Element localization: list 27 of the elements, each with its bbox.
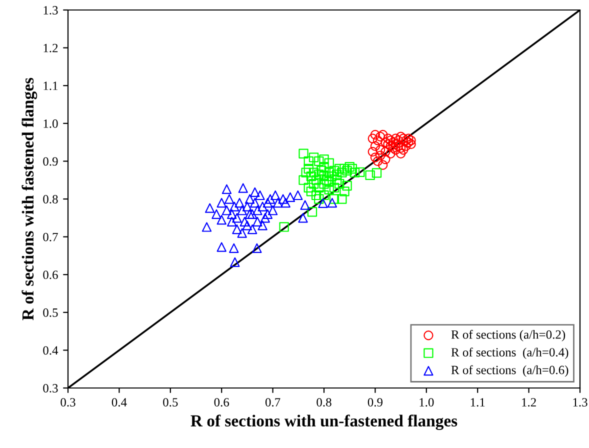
y-tick-label: 1.1 — [44, 82, 58, 90]
y-tick-label: 0.7 — [43, 232, 58, 242]
x-tick-label: 1.3 — [573, 398, 588, 407]
legend-label: R of sections (a/h=0.2) — [451, 330, 566, 342]
y-tick-label: 1.0 — [44, 119, 58, 128]
y-tick-label: 0.6 — [43, 270, 58, 280]
x-axis-title: R of sections with un-fastened flanges — [190, 414, 458, 430]
x-tick-label: 0.8 — [316, 398, 332, 407]
x-tick-label: 0.6 — [214, 398, 230, 407]
x-tick-label: 1.1 — [470, 398, 485, 407]
x-tick-label: 1.0 — [420, 398, 434, 407]
y-tick-label: 0.4 — [43, 346, 58, 355]
x-tick-label: 0.7 — [265, 398, 280, 407]
x-tick-label: 0.4 — [112, 398, 127, 407]
x-tick-label: 0.5 — [163, 398, 178, 407]
y-tick-label: 0.5 — [43, 308, 58, 317]
y-axis-title: R of sections with fastened flanges — [22, 78, 38, 320]
y-tick-label: 1.3 — [44, 6, 58, 15]
legend-label: R of sections (a/h=0.6) — [451, 365, 568, 377]
x-tick-label: 0.3 — [60, 398, 76, 407]
y-tick-label: 0.3 — [43, 384, 58, 393]
x-tick-label: 0.9 — [368, 398, 382, 407]
x-tick-label: 1.2 — [522, 398, 536, 407]
legend-label: R of sections (a/h=0.4) — [451, 348, 568, 360]
y-tick-label: 1.2 — [44, 44, 58, 52]
y-tick-label: 0.8 — [43, 195, 58, 204]
y-tick-label: 0.9 — [43, 157, 58, 166]
